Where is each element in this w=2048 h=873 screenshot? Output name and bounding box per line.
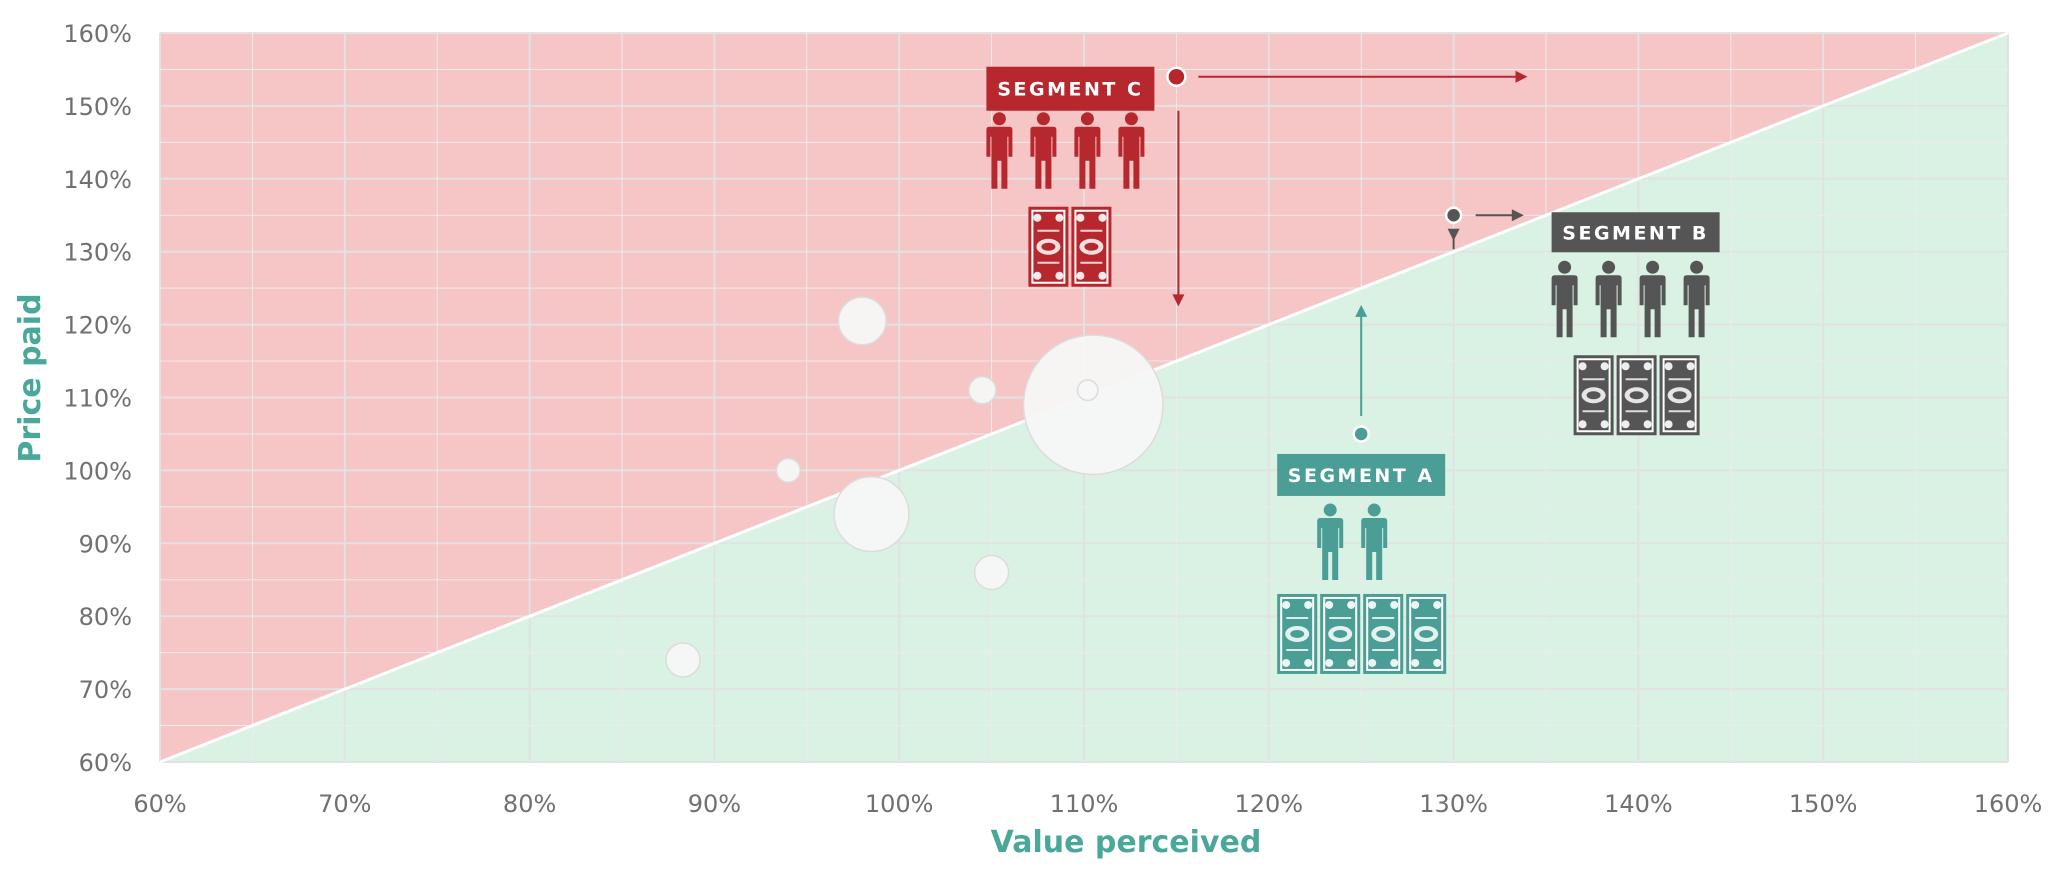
person-icon <box>1595 260 1622 338</box>
bubble <box>1076 379 1099 402</box>
person-icon <box>986 112 1013 189</box>
arrowhead <box>1511 209 1524 222</box>
cash-icon <box>1071 206 1112 287</box>
segment-label-box <box>986 66 1155 111</box>
person-icon <box>1361 503 1388 580</box>
x-tick-label: 120% <box>1234 790 1303 818</box>
person-icon <box>1551 260 1578 338</box>
y-tick-label: 130% <box>63 239 132 267</box>
x-axis-title: Value perceived <box>991 825 1262 860</box>
bubble <box>968 375 997 405</box>
segment-marker <box>1166 66 1187 87</box>
x-tick-label: 80% <box>503 790 556 818</box>
y-axis-ticks: 60% 70% 80% 90% 100% 110% 120% 130% 140% 150% 160% <box>63 20 132 777</box>
cash-icon <box>1320 593 1361 674</box>
cash-icon <box>1277 593 1318 674</box>
arrowhead <box>1447 228 1460 241</box>
y-tick-label: 90% <box>79 530 132 558</box>
person-icon <box>1639 260 1666 338</box>
person-icon <box>1683 260 1710 338</box>
x-tick-label: 100% <box>865 790 934 818</box>
cash-icon <box>1363 593 1404 674</box>
y-tick-label: 80% <box>79 603 132 631</box>
segment-label-box <box>1277 453 1446 496</box>
y-tick-label: 100% <box>63 457 132 485</box>
segment-label: SEGMENT C <box>997 79 1143 101</box>
segment-c: SEGMENT C <box>986 66 1528 307</box>
x-tick-label: 130% <box>1419 790 1488 818</box>
y-tick-label: 60% <box>79 749 132 777</box>
segments: SEGMENT C SEGMENT B SEGMENT A <box>986 66 1720 674</box>
segment-marker <box>1352 425 1370 443</box>
bubble <box>665 642 701 678</box>
bubble <box>837 296 887 346</box>
y-tick-label: 150% <box>63 93 132 121</box>
cash-icon <box>1616 355 1657 436</box>
x-tick-label: 140% <box>1604 790 1673 818</box>
bubbles <box>665 296 1164 678</box>
y-tick-label: 140% <box>63 166 132 194</box>
segment-label-box <box>1551 212 1720 253</box>
cash-icon <box>1659 355 1700 436</box>
y-axis-title: Price paid <box>13 293 48 462</box>
x-tick-label: 110% <box>1050 790 1119 818</box>
bubble <box>1022 334 1164 476</box>
x-tick-label: 160% <box>1974 790 2043 818</box>
segment-b: SEGMENT B <box>1444 206 1720 436</box>
bubble <box>973 554 1010 591</box>
y-tick-label: 110% <box>63 385 132 413</box>
x-tick-label: 60% <box>133 790 186 818</box>
bubble <box>775 457 801 484</box>
segment-a: SEGMENT A <box>1277 304 1447 674</box>
bubble <box>833 475 910 553</box>
y-tick-label: 120% <box>63 312 132 340</box>
x-axis-ticks: 60% 70% 80% 90% 100% 110% 120% 130% 140% 150% 160% <box>133 790 2042 818</box>
segment-label: SEGMENT A <box>1288 465 1435 487</box>
person-icon <box>1074 112 1101 189</box>
y-tick-label: 70% <box>79 676 132 704</box>
arrowhead <box>1355 304 1368 317</box>
y-tick-label: 160% <box>63 20 132 48</box>
cash-icon <box>1573 355 1614 436</box>
cash-icon <box>1028 206 1069 287</box>
x-tick-label: 150% <box>1789 790 1858 818</box>
person-icon <box>1317 503 1344 580</box>
person-icon <box>1118 112 1145 189</box>
arrowhead <box>1172 294 1185 307</box>
segment-label: SEGMENT B <box>1562 222 1709 244</box>
segment-marker <box>1444 206 1463 224</box>
person-icon <box>1030 112 1057 189</box>
arrowhead <box>1515 70 1528 83</box>
x-tick-label: 90% <box>688 790 741 818</box>
x-tick-label: 70% <box>318 790 371 818</box>
cash-icon <box>1406 593 1447 674</box>
